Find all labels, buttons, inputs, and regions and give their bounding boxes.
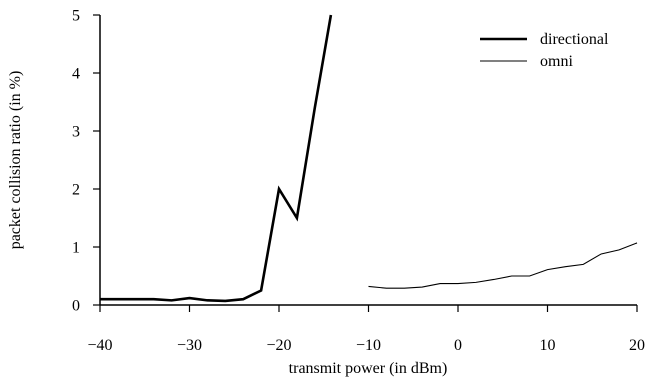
y-tick-label: 1 [72, 240, 80, 257]
x-tick-label: −40 [87, 337, 112, 354]
x-tick-label: 10 [540, 337, 556, 354]
x-axis-label: transmit power (in dBm) [289, 360, 448, 377]
x-tick-label: −10 [356, 337, 381, 354]
x-ticks: −40 −30 −20 −10 0 10 20 [87, 305, 645, 354]
series-lines [100, 14, 638, 303]
series-line-omni [368, 242, 638, 289]
y-tick-label: 4 [72, 66, 80, 83]
legend-label-omni: omni [540, 53, 573, 70]
y-tick-label: 5 [72, 8, 80, 25]
y-tick-label: 3 [72, 124, 80, 141]
x-tick-label: 20 [629, 337, 645, 354]
legend: directional omni [480, 31, 609, 70]
y-axis-label: packet collision ratio (in %) [7, 71, 24, 250]
x-tick-label: −20 [266, 337, 291, 354]
y-tick-label: 2 [72, 182, 80, 199]
legend-label-directional: directional [540, 31, 609, 48]
x-tick-label: 0 [454, 337, 462, 354]
y-ticks: 0 1 2 3 4 5 [72, 8, 100, 315]
y-tick-label: 0 [72, 298, 80, 315]
x-tick-label: −30 [177, 337, 202, 354]
series-line-directional [100, 14, 333, 303]
